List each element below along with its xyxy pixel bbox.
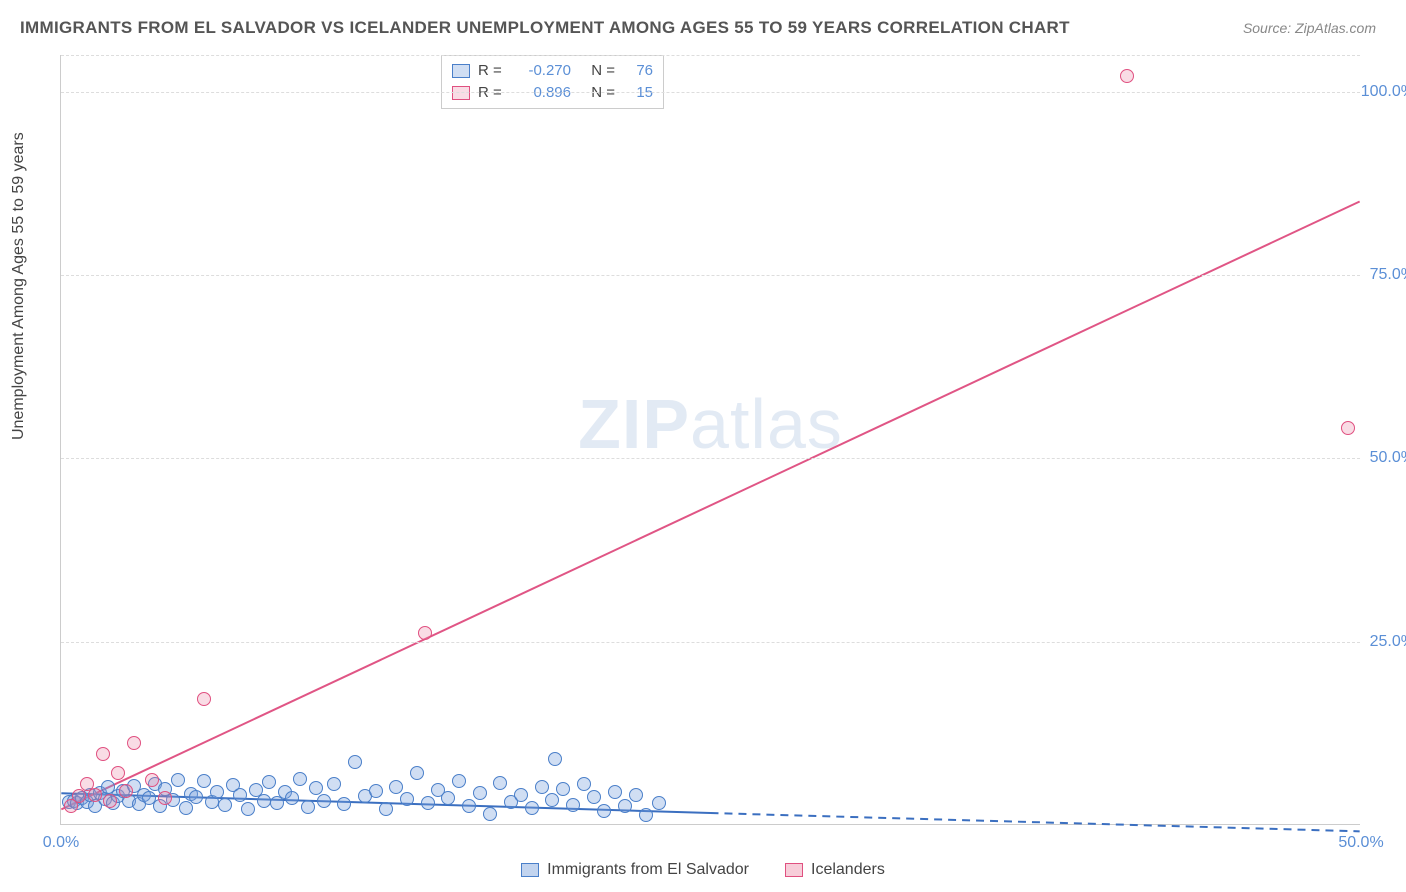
data-point <box>197 692 211 706</box>
data-point <box>88 788 102 802</box>
data-point <box>462 799 476 813</box>
data-point <box>566 798 580 812</box>
data-point <box>285 791 299 805</box>
data-point <box>317 794 331 808</box>
data-point <box>257 794 271 808</box>
data-point <box>483 807 497 821</box>
chart-title: IMMIGRANTS FROM EL SALVADOR VS ICELANDER… <box>20 18 1070 38</box>
legend-row: R = -0.270 N = 76 <box>452 60 653 82</box>
legend-r-label: R = <box>478 60 508 82</box>
grid-line <box>61 458 1360 459</box>
grid-line <box>61 642 1360 643</box>
legend-label: Icelanders <box>811 861 885 879</box>
data-point <box>179 801 193 815</box>
data-point <box>309 781 323 795</box>
data-point <box>652 796 666 810</box>
legend-swatch <box>521 863 539 877</box>
data-point <box>618 799 632 813</box>
data-point <box>1120 69 1134 83</box>
data-point <box>262 775 276 789</box>
data-point <box>158 791 172 805</box>
data-point <box>210 785 224 799</box>
data-point <box>348 755 362 769</box>
data-point <box>233 788 247 802</box>
data-point <box>535 780 549 794</box>
legend-item: Icelanders <box>785 861 885 879</box>
data-point <box>493 776 507 790</box>
data-point <box>103 794 117 808</box>
data-point <box>293 772 307 786</box>
data-point <box>379 802 393 816</box>
y-tick-label: 50.0% <box>1370 449 1406 467</box>
data-point <box>608 785 622 799</box>
legend-r-label: R = <box>478 82 508 104</box>
grid-line <box>61 55 1360 56</box>
data-point <box>72 789 86 803</box>
legend-label: Immigrants from El Salvador <box>547 861 749 879</box>
data-point <box>410 766 424 780</box>
watermark-atlas: atlas <box>690 385 843 463</box>
y-tick-label: 25.0% <box>1370 633 1406 651</box>
data-point <box>639 808 653 822</box>
grid-line <box>61 275 1360 276</box>
data-point <box>1341 421 1355 435</box>
data-point <box>545 793 559 807</box>
y-tick-label: 100.0% <box>1361 83 1406 101</box>
legend-r-value: 0.896 <box>516 82 571 104</box>
data-point <box>473 786 487 800</box>
trend-line <box>61 201 1359 809</box>
legend-swatch <box>785 863 803 877</box>
x-tick-label: 50.0% <box>1338 834 1383 852</box>
series-legend: Immigrants from El Salvador Icelanders <box>0 861 1406 882</box>
data-point <box>418 626 432 640</box>
data-point <box>525 801 539 815</box>
data-point <box>577 777 591 791</box>
data-point <box>421 796 435 810</box>
legend-swatch <box>452 64 470 78</box>
data-point <box>189 790 203 804</box>
data-point <box>301 800 315 814</box>
data-point <box>119 784 133 798</box>
y-tick-label: 75.0% <box>1370 266 1406 284</box>
legend-r-value: -0.270 <box>516 60 571 82</box>
data-point <box>556 782 570 796</box>
legend-n-value: 76 <box>623 60 653 82</box>
legend-n-value: 15 <box>623 82 653 104</box>
data-point <box>218 798 232 812</box>
data-point <box>327 777 341 791</box>
legend-swatch <box>452 86 470 100</box>
watermark-zip: ZIP <box>578 385 690 463</box>
data-point <box>96 747 110 761</box>
legend-item: Immigrants from El Salvador <box>521 861 749 879</box>
trend-line-extension <box>711 813 1360 831</box>
x-tick-label: 0.0% <box>43 834 79 852</box>
data-point <box>369 784 383 798</box>
data-point <box>145 773 159 787</box>
correlation-legend: R = -0.270 N = 76 R = 0.896 N = 15 <box>441 55 664 109</box>
data-point <box>171 773 185 787</box>
data-point <box>241 802 255 816</box>
data-point <box>400 792 414 806</box>
data-point <box>514 788 528 802</box>
data-point <box>337 797 351 811</box>
data-point <box>548 752 562 766</box>
legend-n-label: N = <box>579 82 615 104</box>
source-label: Source: ZipAtlas.com <box>1243 20 1376 36</box>
legend-n-label: N = <box>579 60 615 82</box>
grid-line <box>61 92 1360 93</box>
data-point <box>197 774 211 788</box>
legend-row: R = 0.896 N = 15 <box>452 82 653 104</box>
data-point <box>389 780 403 794</box>
y-axis-label: Unemployment Among Ages 55 to 59 years <box>10 132 28 440</box>
plot-area: ZIPatlas R =-0.270N =76R =0.896N =15 25.… <box>60 55 1360 825</box>
data-point <box>127 736 141 750</box>
data-point <box>441 791 455 805</box>
data-point <box>111 766 125 780</box>
data-point <box>629 788 643 802</box>
data-point <box>587 790 601 804</box>
trend-lines-layer <box>61 55 1360 824</box>
data-point <box>452 774 466 788</box>
watermark: ZIPatlas <box>578 384 843 464</box>
data-point <box>597 804 611 818</box>
